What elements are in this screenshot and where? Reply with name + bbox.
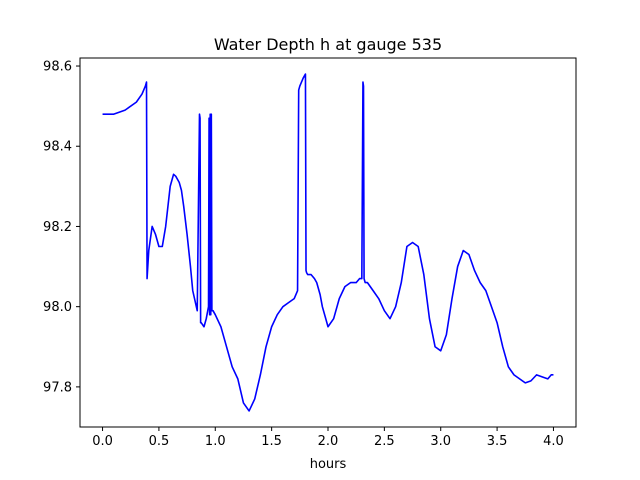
y-tick-label: 98.6 xyxy=(43,60,72,75)
y-tick-label: 98.0 xyxy=(43,300,72,315)
x-tick-label: 2.5 xyxy=(374,434,395,449)
x-tick-label: 0.5 xyxy=(149,434,170,449)
x-tick-label: 4.0 xyxy=(543,434,564,449)
x-tick-label: 3.0 xyxy=(430,434,451,449)
x-axis-label: hours xyxy=(310,457,347,472)
x-axis-ticks: 0.0 0.5 1.0 1.5 2.0 2.5 3.0 3.5 4.0 xyxy=(92,427,564,449)
y-tick-label: 98.4 xyxy=(43,140,72,155)
x-tick-label: 1.5 xyxy=(261,434,282,449)
y-tick-label: 98.2 xyxy=(43,220,72,235)
x-tick-label: 1.0 xyxy=(205,434,226,449)
x-tick-label: 0.0 xyxy=(92,434,113,449)
x-tick-label: 2.0 xyxy=(318,434,339,449)
y-axis-ticks: 97.8 98.0 98.2 98.4 98.6 xyxy=(43,60,80,395)
series-layer xyxy=(102,73,554,412)
series-line xyxy=(102,73,554,412)
plot-area: 0.0 0.5 1.0 1.5 2.0 2.5 3.0 3.5 4.0 97.8 98.0 98.2… xyxy=(43,57,577,449)
chart-title: Water Depth h at gauge 535 xyxy=(214,35,442,54)
x-tick-label: 3.5 xyxy=(487,434,508,449)
y-tick-label: 97.8 xyxy=(43,380,72,395)
